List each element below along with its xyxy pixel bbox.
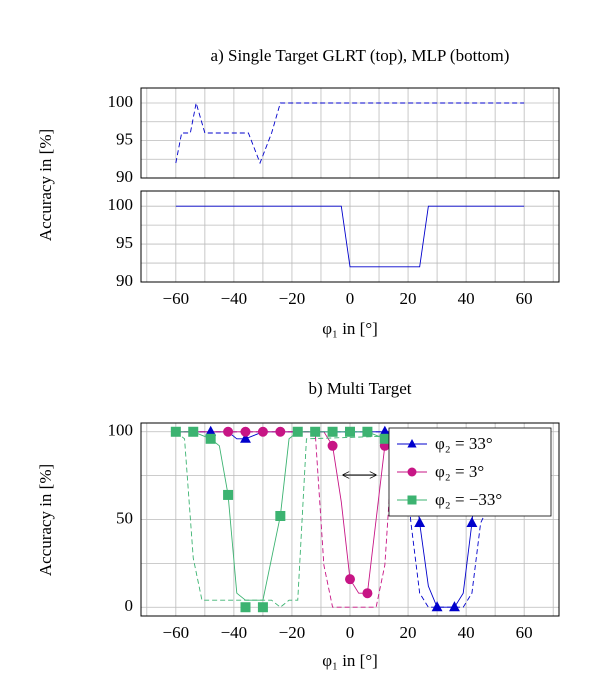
x-tick-label: 60 [516,623,533,642]
panel-title: b) Multi Target [308,379,411,398]
x-axis-label: φ₁ in [°] [322,651,378,670]
x-tick-label: 0 [346,289,355,308]
legend-marker [407,439,417,448]
x-tick-label: −20 [279,289,306,308]
marker [362,426,373,437]
y-axis-label: Accuracy in [%] [36,129,55,241]
x-tick-label: −40 [221,289,248,308]
marker [310,426,321,437]
marker [223,489,234,500]
axes-frame [140,87,560,179]
x-tick-label: −60 [163,623,190,642]
y-tick-label: 0 [125,596,134,615]
marker [240,426,251,437]
marker [466,516,478,528]
legend-marker [407,495,417,505]
marker [240,602,251,613]
marker [188,426,199,437]
axes-frame [140,422,560,617]
y-tick-label: 100 [108,195,134,214]
x-axis-label: φ₁ in [°] [322,319,378,338]
x-tick-label: 20 [400,289,417,308]
mlp-line [175,205,525,268]
x-tick-label: 40 [458,289,475,308]
mlp-line [175,431,525,608]
y-tick-label: 100 [108,92,134,111]
legend-label: φ₂ = 3° [435,462,484,481]
marker [327,426,338,437]
glrt-line [175,102,525,165]
x-tick-label: 20 [400,623,417,642]
y-tick-label: 95 [116,233,133,252]
marker [275,426,286,437]
axes-frame [140,190,560,283]
legend-label: φ₂ = −33° [435,490,502,509]
marker [431,601,443,612]
y-tick-label: 90 [116,271,133,290]
marker [379,433,390,444]
marker [414,516,426,528]
x-tick-label: −20 [279,623,306,642]
x-tick-label: 40 [458,623,475,642]
x-tick-label: −40 [221,623,248,642]
legend-marker [407,467,417,477]
marker [449,601,460,612]
x-tick-label: 0 [346,623,355,642]
marker [257,602,268,613]
y-axis-label: Accuracy in [%] [36,464,55,576]
y-tick-label: 100 [108,421,134,440]
marker [327,440,338,451]
legend-label: φ₂ = 33° [435,434,493,453]
marker [275,510,286,521]
panel-title: a) Single Target GLRT (top), MLP (bottom… [211,46,510,65]
x-tick-label: −60 [163,289,190,308]
marker [170,426,181,437]
marker [345,426,355,437]
y-tick-label: 50 [116,508,133,527]
marker [345,574,355,585]
glrt-line [175,431,525,608]
mlp-line [175,431,525,594]
y-tick-label: 95 [116,129,133,148]
y-tick-label: 90 [116,167,133,186]
marker [257,426,268,437]
marker [292,426,303,437]
marker [240,432,251,443]
x-tick-label: 60 [516,289,533,308]
marker [362,588,373,599]
marker [223,426,234,437]
marker [205,433,216,444]
